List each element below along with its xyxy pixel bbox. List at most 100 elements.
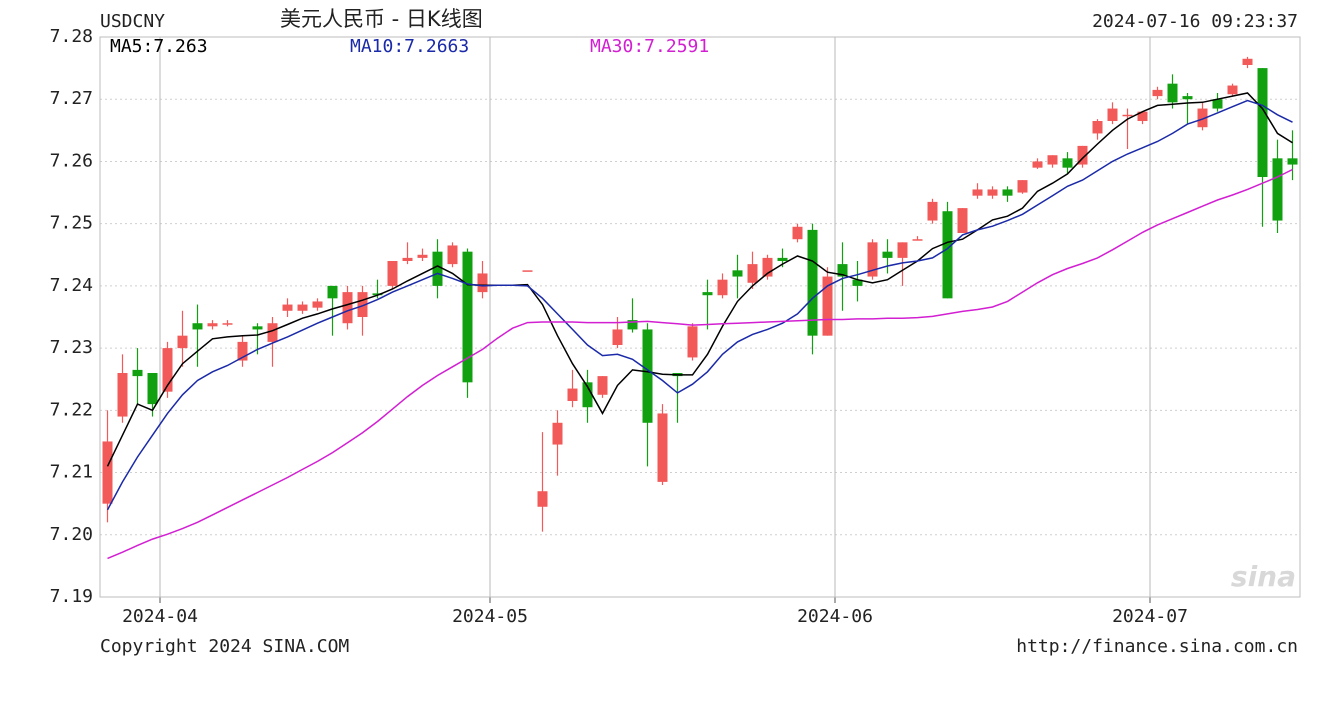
candle-body [1227,85,1238,95]
candle-body [687,326,698,358]
candle-body [1122,114,1133,117]
y-tick-label: 7.21 [50,462,93,483]
candle-body [657,413,668,482]
watermark: sina [1231,560,1296,593]
candle-body [642,329,653,423]
candle-body [312,301,323,308]
candle-body [912,239,923,241]
candle-body [402,257,413,261]
candle-body [1107,108,1118,121]
candle-body [552,422,563,445]
candle-body [237,341,248,361]
candle-body [1212,99,1223,109]
candle-body [357,292,368,317]
y-tick-label: 7.19 [50,586,93,607]
candle-body [417,254,428,258]
candle-body [537,491,548,507]
candle-body [1092,121,1103,134]
y-tick-label: 7.22 [50,399,93,420]
chart-title: 美元人民币 - 日K线图 [280,7,483,31]
candle-body [747,264,758,283]
y-tick-label: 7.23 [50,337,93,358]
candle-body [1077,145,1088,165]
candle-body [192,323,203,330]
candle-body [732,270,743,277]
candle-body [342,292,353,324]
candle-body [1017,180,1028,193]
candle-body [387,261,398,286]
candle-body [852,279,863,286]
candle-body [207,323,218,327]
candle-body [1287,158,1298,165]
candle-body [582,382,593,408]
plot-border [99,36,1301,598]
candle-body [897,242,908,258]
legend-entry: MA5:7.263 [110,36,208,57]
legend-entry: MA30:7.2591 [590,36,709,57]
candle-body [702,292,713,296]
symbol: USDCNY [100,11,165,32]
candle-body [432,251,443,286]
candle-body [867,242,878,277]
candle-body [372,293,383,296]
candle-body [132,369,143,377]
timestamp: 2024-07-16 09:23:37 [1092,11,1298,32]
y-tick-label: 7.25 [50,213,93,234]
candle-body [942,211,953,299]
candle-body [297,304,308,311]
candle-body [1257,68,1268,177]
candle-body [837,264,848,277]
candle-body [717,279,728,296]
candle-body [612,329,623,345]
candle-body [1197,108,1208,128]
candle-body [102,441,113,504]
candle-body [1047,155,1058,165]
copyright: Copyright 2024 SINA.COM [100,636,349,657]
ma-line [106,92,1293,467]
candle-body [822,276,833,336]
source-url: http://finance.sina.com.cn [1016,636,1298,657]
candle-body [252,326,263,330]
candle-body [882,251,893,258]
candle-body [267,323,278,342]
candle-body [1062,158,1073,168]
candle-body [1242,58,1253,65]
candle-body [957,208,968,233]
x-tick-label: 2024-05 [452,606,528,627]
x-tick-label: 2024-07 [1112,606,1188,627]
candle-body [162,348,173,392]
candle-body [177,335,188,349]
candle-body [447,245,458,265]
candle-body [777,257,788,261]
y-tick-label: 7.20 [50,524,93,545]
candle-body [1002,189,1013,196]
candle-body [1137,111,1148,121]
candle-body [972,189,983,196]
candle-body [597,376,608,395]
candle-body [627,320,638,330]
candle-body [987,189,998,196]
candle-body [1032,161,1043,168]
candle-body [117,373,128,417]
ma-line [107,168,1293,560]
candle-body [807,229,818,336]
y-tick-label: 7.24 [50,275,93,296]
candle-body [1167,83,1178,103]
y-tick-label: 7.28 [50,26,93,47]
x-tick-label: 2024-04 [122,606,198,627]
y-tick-label: 7.26 [50,150,93,171]
legend-entry: MA10:7.2663 [350,36,469,57]
candle-body [282,304,293,311]
candle-body [522,270,533,272]
ma-line [106,99,1293,511]
candle-body [567,388,578,401]
candle-body [762,257,773,277]
candle-body [1182,96,1193,100]
candle-body [147,373,158,405]
candle-body [327,285,338,299]
candle-body [927,201,938,221]
candle-body [462,251,473,383]
candle-body [1152,89,1163,97]
